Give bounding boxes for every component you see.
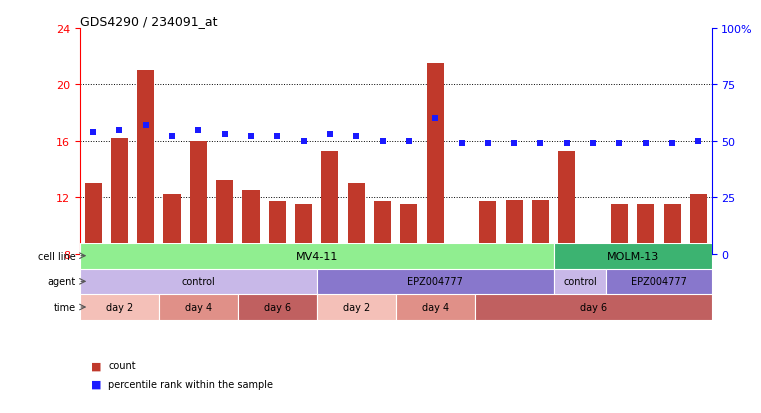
Bar xyxy=(427,64,444,367)
Text: MOLM-13: MOLM-13 xyxy=(607,251,659,261)
Bar xyxy=(505,201,523,367)
Point xyxy=(218,131,231,138)
Bar xyxy=(689,195,707,367)
Bar xyxy=(80,243,554,269)
Point xyxy=(166,134,178,140)
Text: time: time xyxy=(54,302,76,312)
Bar xyxy=(164,195,180,367)
Point xyxy=(534,140,546,147)
Bar xyxy=(269,202,286,367)
Text: ■: ■ xyxy=(91,361,102,370)
Text: GDS4290 / 234091_at: GDS4290 / 234091_at xyxy=(80,15,218,28)
Bar xyxy=(374,202,391,367)
Text: control: control xyxy=(181,277,215,287)
Bar xyxy=(554,243,712,269)
Bar xyxy=(80,294,159,320)
Bar xyxy=(295,205,312,367)
Point xyxy=(640,140,652,147)
Bar xyxy=(159,294,237,320)
Point xyxy=(482,140,494,147)
Bar xyxy=(396,294,475,320)
Text: day 2: day 2 xyxy=(342,302,370,312)
Point xyxy=(693,138,705,145)
Bar xyxy=(479,202,496,367)
Bar xyxy=(317,269,554,294)
Point xyxy=(350,134,362,140)
Bar xyxy=(611,205,628,367)
Bar xyxy=(607,269,712,294)
Point xyxy=(561,140,573,147)
Text: ■: ■ xyxy=(91,379,102,389)
Point xyxy=(87,129,99,136)
Point xyxy=(193,127,205,133)
Bar xyxy=(84,184,102,367)
Point xyxy=(324,131,336,138)
Point xyxy=(139,122,151,129)
Point xyxy=(508,140,521,147)
Text: day 2: day 2 xyxy=(106,302,133,312)
Bar xyxy=(584,247,602,367)
Point xyxy=(403,138,415,145)
Text: count: count xyxy=(108,361,135,370)
Point xyxy=(245,134,257,140)
Bar xyxy=(111,139,128,367)
Bar xyxy=(137,71,154,367)
Bar xyxy=(80,269,317,294)
Text: day 4: day 4 xyxy=(185,302,212,312)
Text: day 6: day 6 xyxy=(580,302,607,312)
Text: day 6: day 6 xyxy=(264,302,291,312)
Text: MV4-11: MV4-11 xyxy=(295,251,338,261)
Text: EPZ004777: EPZ004777 xyxy=(407,277,463,287)
Bar xyxy=(400,205,418,367)
Text: cell line: cell line xyxy=(38,251,76,261)
Bar xyxy=(532,201,549,367)
Point xyxy=(613,140,626,147)
Bar xyxy=(559,151,575,367)
Bar xyxy=(317,294,396,320)
Text: day 4: day 4 xyxy=(422,302,449,312)
Point xyxy=(271,134,283,140)
Bar xyxy=(637,205,654,367)
Point xyxy=(429,116,441,122)
Point xyxy=(666,140,678,147)
Bar xyxy=(321,151,339,367)
Point xyxy=(455,140,467,147)
Point xyxy=(113,127,126,133)
Text: EPZ004777: EPZ004777 xyxy=(631,277,687,287)
Point xyxy=(298,138,310,145)
Text: agent: agent xyxy=(48,277,76,287)
Bar xyxy=(554,269,607,294)
Text: percentile rank within the sample: percentile rank within the sample xyxy=(108,379,273,389)
Point xyxy=(377,138,389,145)
Bar xyxy=(475,294,712,320)
Point xyxy=(587,140,599,147)
Bar xyxy=(243,191,260,367)
Bar xyxy=(216,181,233,367)
Bar xyxy=(189,141,207,367)
Bar xyxy=(664,205,680,367)
Text: control: control xyxy=(563,277,597,287)
Bar xyxy=(453,250,470,367)
Bar xyxy=(348,184,365,367)
Bar xyxy=(237,294,317,320)
